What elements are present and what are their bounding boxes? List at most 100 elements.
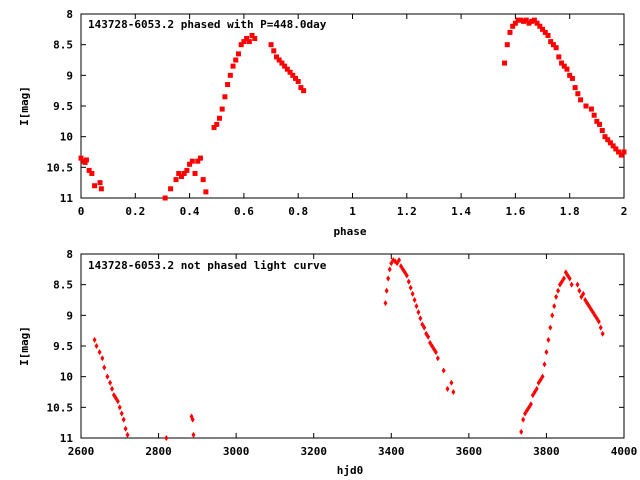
- data-point: [577, 287, 582, 294]
- data-point: [512, 20, 518, 26]
- data-points: [92, 257, 605, 441]
- data-point: [117, 404, 122, 411]
- data-point: [556, 287, 561, 294]
- data-point: [121, 416, 126, 423]
- data-point: [504, 42, 510, 48]
- x-tick-label: 4000: [611, 445, 638, 458]
- y-tick-label: 11: [60, 432, 74, 445]
- data-point: [105, 373, 110, 380]
- data-point: [596, 318, 601, 325]
- phased-light-curve-panel: 0 0.2 0.4 0.6 0.8 1 1.2 1.4 1.6 1.8 2 8 8.5 9 9.5 10 10.…: [18, 8, 627, 238]
- data-point: [591, 112, 597, 118]
- data-point: [246, 39, 252, 45]
- data-point: [528, 401, 533, 408]
- data-point: [216, 115, 222, 121]
- data-point: [588, 106, 594, 112]
- data-point: [561, 63, 567, 69]
- data-point: [92, 336, 97, 343]
- data-point: [550, 312, 555, 319]
- y-tick-label: 8: [66, 8, 73, 21]
- x-tick-label: 1.4: [451, 205, 471, 218]
- x-axis-label: hjd0: [337, 464, 364, 477]
- data-point: [418, 315, 423, 322]
- data-point: [546, 336, 551, 343]
- x-tick-label: 3800: [533, 445, 560, 458]
- data-point: [408, 284, 413, 291]
- data-point: [235, 51, 241, 57]
- y-tick-label: 10.5: [47, 161, 74, 174]
- data-point: [534, 20, 540, 26]
- data-point: [564, 66, 570, 72]
- data-point: [211, 124, 217, 130]
- data-point: [244, 36, 250, 42]
- data-point: [86, 167, 92, 173]
- data-point: [518, 17, 524, 23]
- data-point: [507, 29, 513, 35]
- data-point: [613, 146, 619, 152]
- data-point: [276, 57, 282, 63]
- data-point: [519, 428, 524, 435]
- data-point: [548, 324, 553, 331]
- data-point: [548, 39, 554, 45]
- data-point: [572, 85, 578, 91]
- data-point: [610, 143, 616, 149]
- data-point: [227, 72, 233, 78]
- x-tick-label: 2800: [145, 445, 172, 458]
- data-point: [416, 309, 421, 316]
- data-point: [184, 167, 190, 173]
- data-point: [621, 149, 627, 155]
- data-point: [550, 42, 556, 48]
- data-point: [225, 82, 231, 88]
- x-tick-label: 1.2: [397, 205, 417, 218]
- data-point: [273, 54, 279, 60]
- x-tick-label: 0.4: [180, 205, 200, 218]
- x-tick-label: 1.8: [560, 205, 580, 218]
- data-point: [290, 72, 296, 78]
- data-point: [602, 134, 608, 140]
- data-point: [526, 20, 532, 26]
- data-point: [108, 379, 113, 386]
- data-point: [542, 361, 547, 368]
- data-point: [537, 23, 543, 29]
- plot-area-frame: [80, 13, 625, 199]
- data-point: [397, 257, 402, 264]
- data-point: [581, 290, 586, 297]
- data-point: [534, 385, 539, 392]
- data-point: [292, 75, 298, 81]
- data-point: [279, 60, 285, 66]
- x-tick-label: 3200: [300, 445, 327, 458]
- data-point: [605, 137, 611, 143]
- data-point: [510, 23, 516, 29]
- data-point: [441, 367, 446, 374]
- y-tick-label: 10: [60, 131, 73, 144]
- y-axis-label: I[mag]: [18, 86, 31, 126]
- chart-title: 143728-6053.2 phased with P=448.0day: [88, 18, 327, 31]
- data-points: [78, 17, 627, 201]
- data-point: [115, 398, 120, 405]
- y-axis-label: I[mag]: [18, 326, 31, 366]
- data-point: [100, 355, 105, 362]
- x-tick-label: 3000: [223, 445, 250, 458]
- data-point: [583, 103, 589, 109]
- data-point: [451, 389, 456, 395]
- data-point: [203, 189, 209, 195]
- data-point: [187, 161, 193, 167]
- y-tick-label: 10.5: [47, 401, 74, 414]
- data-point: [190, 416, 195, 423]
- data-point: [569, 281, 574, 288]
- data-point: [569, 75, 575, 81]
- x-tick-label: 1.6: [505, 205, 525, 218]
- data-point: [600, 330, 605, 337]
- data-point: [404, 272, 409, 279]
- data-point: [230, 63, 236, 69]
- axis-tick-labels: 2600 2800 3000 3200 3400 3600 3800 4000 8 8.5 9 9.5…: [47, 248, 638, 458]
- x-tick-label: 0.2: [125, 205, 145, 218]
- data-point: [523, 17, 529, 23]
- data-point: [241, 39, 247, 45]
- y-tick-label: 9: [66, 69, 73, 82]
- data-point: [219, 106, 225, 112]
- data-point: [92, 183, 98, 189]
- data-point: [383, 300, 388, 307]
- y-tick-label: 9.5: [53, 340, 73, 353]
- data-point: [110, 385, 115, 392]
